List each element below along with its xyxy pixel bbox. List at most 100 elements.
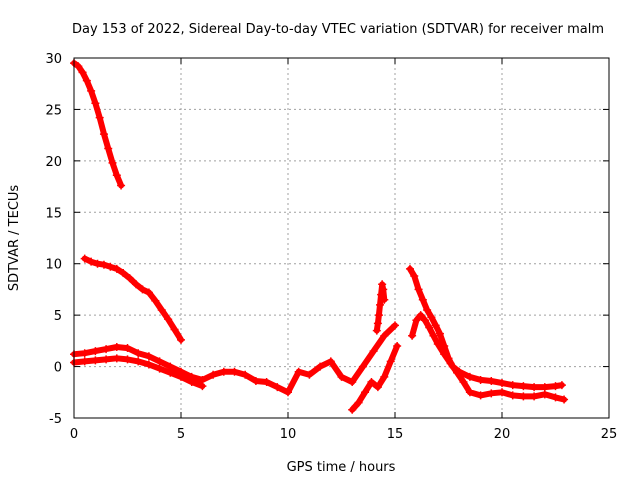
data-point	[99, 260, 108, 269]
series-pass-7	[408, 311, 569, 404]
data-point	[164, 315, 173, 324]
data-point	[446, 359, 455, 368]
data-point	[429, 331, 438, 340]
data-point	[414, 285, 423, 294]
data-point	[519, 382, 528, 391]
series-pass-5	[372, 280, 389, 335]
data-point	[498, 379, 506, 388]
data-point	[431, 321, 440, 330]
data-point	[498, 388, 506, 397]
series-pass-2	[80, 254, 185, 344]
data-point	[87, 86, 96, 95]
series-pass-4	[348, 342, 402, 414]
data-point	[91, 356, 100, 365]
data-point	[354, 398, 363, 407]
data-point	[134, 357, 143, 366]
data-point	[508, 391, 517, 400]
data-point	[144, 288, 153, 297]
data-point	[251, 376, 260, 385]
data-point	[104, 144, 113, 153]
data-point	[155, 357, 164, 366]
data-point	[326, 357, 335, 366]
series-trace	[71, 60, 125, 189]
data-point	[405, 264, 414, 273]
data-point	[412, 316, 421, 325]
data-point	[273, 383, 282, 392]
data-point	[487, 376, 496, 385]
data-point	[82, 76, 91, 85]
y-tick-label: 0	[54, 361, 62, 376]
y-tick-label: 25	[45, 103, 62, 118]
data-point	[151, 296, 160, 305]
data-point	[361, 388, 370, 397]
plot-frame	[73, 57, 610, 419]
data-point	[91, 347, 100, 356]
data-point	[376, 300, 385, 309]
data-point	[241, 370, 250, 379]
data-points	[70, 59, 569, 414]
data-point	[367, 378, 376, 386]
data-point	[80, 349, 89, 358]
data-point	[386, 357, 395, 366]
data-point	[155, 364, 164, 373]
y-tick-label: 20	[45, 155, 62, 170]
data-point	[423, 306, 432, 314]
x-axis-label: GPS time / hours	[287, 460, 396, 475]
x-tick-label: 5	[177, 427, 185, 442]
data-point	[530, 383, 539, 392]
data-point	[187, 378, 196, 386]
data-point	[134, 349, 143, 358]
data-point	[374, 311, 383, 320]
data-point	[198, 382, 207, 391]
y-tick-label: 5	[54, 309, 62, 324]
y-tick-label: 15	[45, 206, 62, 221]
data-point	[435, 329, 444, 338]
series-trace	[81, 255, 184, 343]
data-point	[74, 62, 83, 71]
data-point	[102, 355, 111, 364]
data-point	[373, 383, 382, 392]
data-point	[112, 354, 121, 363]
data-point	[418, 295, 427, 304]
data-point	[125, 274, 134, 283]
data-point	[373, 319, 382, 328]
data-point	[305, 370, 314, 379]
y-axis-label: SDTVAR / TECUs	[7, 185, 22, 292]
data-point	[112, 343, 121, 352]
data-point	[99, 130, 108, 139]
data-point	[123, 355, 132, 364]
data-point	[166, 368, 175, 377]
data-point	[540, 383, 549, 392]
data-point	[112, 171, 121, 180]
data-point	[316, 362, 325, 371]
data-point	[284, 388, 292, 397]
data-point	[80, 357, 89, 366]
data-point	[144, 360, 153, 369]
data-point	[117, 181, 126, 190]
data-point	[380, 295, 389, 304]
series-pass-8	[70, 354, 207, 391]
series-trace	[349, 343, 401, 413]
data-point	[377, 290, 386, 299]
x-tick-label: 0	[70, 427, 78, 442]
data-point	[487, 389, 496, 398]
data-point	[369, 347, 378, 356]
data-point	[230, 367, 239, 376]
y-tick-label: 30	[45, 52, 62, 67]
data-point	[119, 268, 128, 277]
x-tick-label: 25	[601, 427, 618, 442]
data-point	[453, 368, 462, 377]
data-point	[372, 326, 381, 335]
data-point	[80, 254, 89, 263]
data-point	[294, 367, 303, 376]
data-point	[358, 362, 367, 371]
data-point	[378, 280, 387, 289]
data-point	[420, 316, 429, 325]
data-point	[551, 393, 560, 402]
data-point	[508, 381, 517, 390]
x-tick-label: 15	[387, 427, 404, 442]
series-pass-1	[70, 59, 126, 190]
data-point	[380, 372, 389, 381]
data-point	[476, 375, 485, 384]
data-point	[380, 331, 389, 340]
